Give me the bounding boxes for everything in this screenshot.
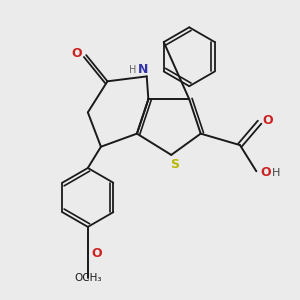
Text: O: O bbox=[260, 167, 271, 179]
Text: H: H bbox=[272, 168, 280, 178]
Text: O: O bbox=[72, 47, 83, 60]
Text: O: O bbox=[262, 114, 273, 127]
Text: O: O bbox=[92, 247, 102, 260]
Text: OCH₃: OCH₃ bbox=[74, 273, 102, 283]
Text: S: S bbox=[170, 158, 179, 171]
Text: N: N bbox=[138, 63, 148, 76]
Text: H: H bbox=[129, 65, 137, 76]
